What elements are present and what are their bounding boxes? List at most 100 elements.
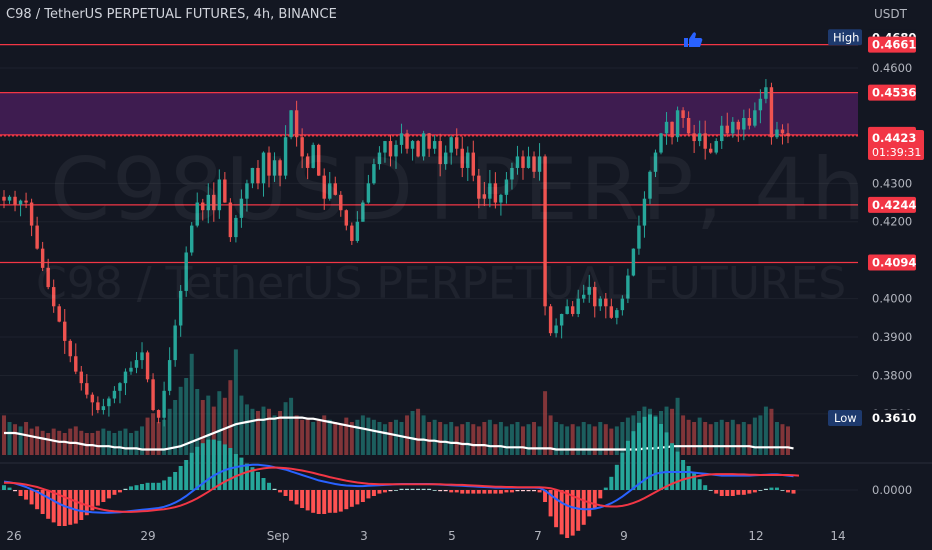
- volume-bar: [504, 426, 509, 455]
- macd-histogram-bar: [211, 439, 216, 490]
- candle-body: [63, 321, 67, 341]
- candle: [178, 285, 183, 337]
- macd-histogram-bar: [322, 490, 327, 514]
- volume-bar: [195, 389, 200, 455]
- candle-body: [455, 137, 459, 149]
- macd-histogram-bar: [62, 490, 67, 526]
- candle-body: [239, 198, 244, 218]
- candle: [769, 82, 774, 145]
- macd-histogram-bar: [758, 490, 763, 491]
- candle: [438, 133, 442, 177]
- candle: [764, 79, 768, 104]
- candle: [256, 160, 260, 190]
- low-value-bg: [868, 410, 916, 426]
- candle: [129, 361, 133, 375]
- candle: [681, 107, 685, 128]
- candle: [355, 211, 360, 243]
- volume-bar: [703, 422, 708, 455]
- candle-body: [372, 164, 376, 184]
- price-axis: 0.37000.38000.39000.40000.42000.43000.46…: [828, 29, 924, 497]
- volume-bar: [465, 422, 470, 455]
- candle-body: [664, 121, 669, 134]
- candle-body: [388, 141, 393, 157]
- candle-body: [79, 371, 84, 384]
- volume-bar: [410, 411, 415, 455]
- volume-bar: [377, 422, 382, 455]
- candle-body: [245, 183, 249, 199]
- candle-body: [339, 194, 343, 211]
- candle-body: [7, 196, 12, 201]
- price-tick-label: 0.4600: [872, 61, 912, 75]
- level-label: 0.4661: [872, 38, 916, 52]
- macd-histogram-bar: [73, 490, 78, 524]
- candle: [217, 169, 222, 219]
- volume-bar: [664, 406, 669, 455]
- candle: [664, 112, 669, 145]
- time-tick-label: 12: [748, 529, 763, 543]
- macd-histogram-bar: [592, 490, 597, 508]
- macd-histogram-bar: [647, 414, 652, 490]
- candle: [708, 143, 713, 154]
- candle: [466, 146, 470, 181]
- candle: [537, 143, 542, 181]
- macd-histogram-bar: [653, 416, 658, 490]
- volume-bar: [206, 395, 211, 455]
- macd-histogram-bar: [200, 443, 205, 490]
- candle-body: [477, 175, 481, 199]
- volume-bar: [344, 417, 349, 455]
- macd-histogram-bar: [730, 490, 735, 496]
- candle: [383, 140, 387, 163]
- macd-histogram-bar: [432, 490, 437, 491]
- candle-body: [493, 183, 498, 203]
- candle: [455, 128, 459, 156]
- candle-body: [316, 144, 321, 176]
- candle: [559, 313, 564, 339]
- candle-body: [504, 179, 509, 195]
- volume-bar: [670, 408, 675, 455]
- candle: [145, 350, 150, 383]
- macd-histogram-bar: [620, 452, 625, 490]
- volume-bar: [46, 433, 51, 455]
- macd-histogram-bar: [520, 490, 525, 492]
- candle-body: [786, 133, 790, 137]
- volume-bar: [570, 424, 575, 455]
- macd-histogram-bar: [559, 490, 564, 535]
- candle: [405, 129, 409, 154]
- candle: [195, 192, 199, 228]
- macd-histogram-bar: [504, 490, 509, 493]
- candle: [432, 135, 437, 154]
- macd-histogram-bar: [366, 490, 371, 499]
- macd-histogram-bar: [2, 485, 6, 490]
- macd-histogram-bar: [316, 490, 321, 514]
- candle-body: [90, 394, 95, 403]
- candles: [2, 79, 790, 427]
- candle-body: [731, 121, 735, 134]
- macd-histogram-bar: [769, 487, 774, 490]
- candle-body: [29, 202, 34, 226]
- candle-body: [234, 217, 238, 238]
- volume-bar: [29, 428, 34, 455]
- candle: [272, 152, 277, 182]
- candle-body: [587, 287, 591, 295]
- candle-body: [482, 194, 487, 199]
- macd-histogram-bar: [272, 488, 277, 490]
- price-tick-label: 0.4000: [872, 292, 912, 306]
- candle-body: [432, 141, 437, 149]
- macd-histogram-bar: [554, 490, 559, 528]
- volume-bar: [189, 353, 194, 455]
- candle-body: [134, 360, 139, 368]
- time-tick-label: 29: [140, 529, 155, 543]
- candle-body: [366, 183, 371, 203]
- volume-bar: [454, 426, 459, 455]
- macd-histogram-bar: [405, 488, 410, 490]
- candle: [245, 179, 249, 212]
- macd-histogram-bar: [106, 490, 111, 499]
- macd-histogram-bar: [283, 490, 288, 496]
- macd-histogram-bar: [162, 480, 167, 490]
- candle: [399, 123, 404, 154]
- candle-body: [764, 87, 768, 99]
- candle-body: [267, 152, 271, 176]
- candle: [582, 284, 586, 303]
- candle: [747, 108, 752, 130]
